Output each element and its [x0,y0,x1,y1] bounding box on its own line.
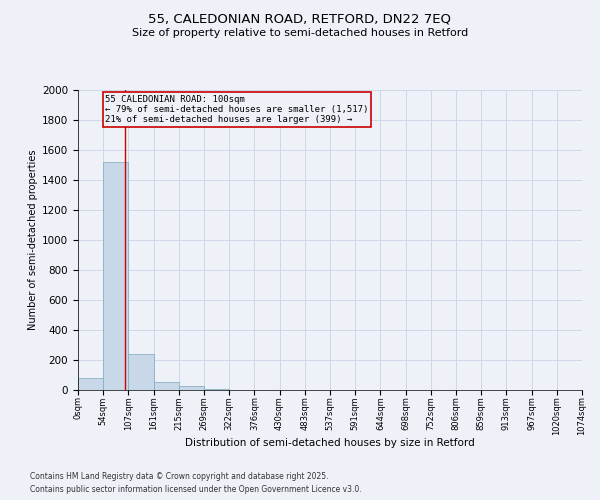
Bar [179,386,204,390]
Text: 55, CALEDONIAN ROAD, RETFORD, DN22 7EQ: 55, CALEDONIAN ROAD, RETFORD, DN22 7EQ [149,12,452,26]
Y-axis label: Number of semi-detached properties: Number of semi-detached properties [28,150,38,330]
Bar [204,389,229,390]
Bar [103,162,128,390]
Bar [78,378,103,390]
X-axis label: Distribution of semi-detached houses by size in Retford: Distribution of semi-detached houses by … [185,438,475,448]
Bar [128,354,154,390]
Text: Contains public sector information licensed under the Open Government Licence v3: Contains public sector information licen… [30,485,362,494]
Text: Contains HM Land Registry data © Crown copyright and database right 2025.: Contains HM Land Registry data © Crown c… [30,472,329,481]
Bar [154,382,179,390]
Text: 55 CALEDONIAN ROAD: 100sqm
← 79% of semi-detached houses are smaller (1,517)
21%: 55 CALEDONIAN ROAD: 100sqm ← 79% of semi… [106,94,368,124]
Text: Size of property relative to semi-detached houses in Retford: Size of property relative to semi-detach… [132,28,468,38]
